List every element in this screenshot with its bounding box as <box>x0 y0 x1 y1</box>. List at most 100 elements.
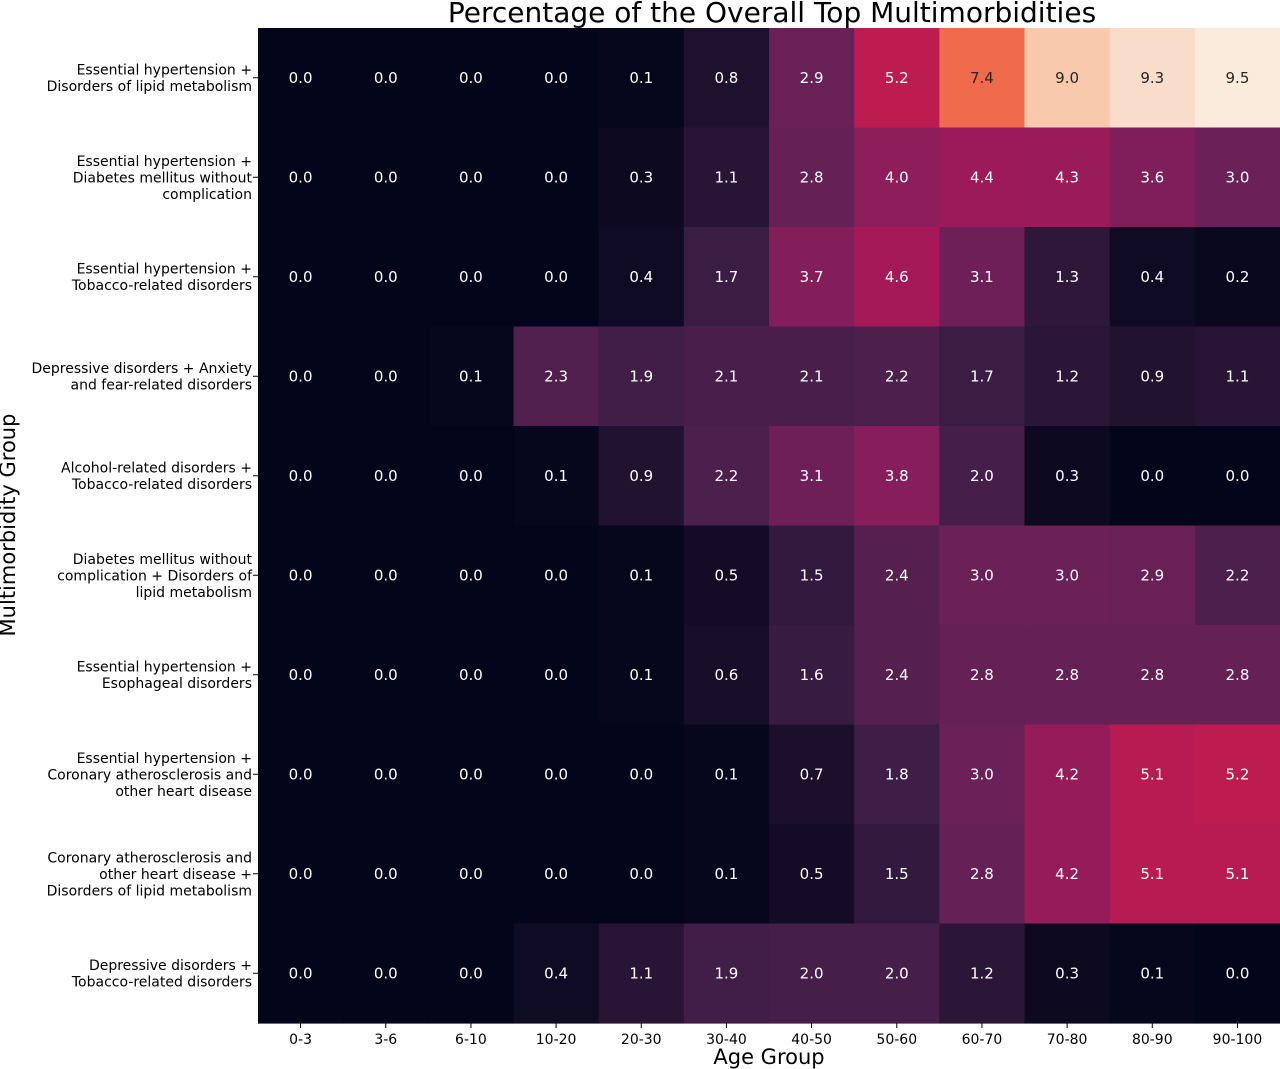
y-tick-label: Essential hypertension + Diabetes mellitu… <box>73 154 253 203</box>
y-tick-label-line: lipid metabolism <box>136 585 252 601</box>
heatmap-cell <box>343 625 429 726</box>
cell-value-label: 0.0 <box>374 765 398 783</box>
heatmap-cell <box>854 625 940 726</box>
cell-value-label: 0.0 <box>629 765 653 783</box>
cell-value-label: 1.8 <box>885 765 909 783</box>
heatmap-cell <box>854 28 940 129</box>
y-tick-label-line: Depressive disorders + Anxiety <box>31 361 252 377</box>
cell-value-label: 5.2 <box>1226 765 1250 783</box>
cell-value-label: 0.1 <box>715 765 739 783</box>
heatmap-cell <box>1024 28 1111 129</box>
heatmap-cell <box>428 824 515 925</box>
y-tick-label: Diabetes mellitus without complication + … <box>57 552 253 601</box>
cell-value-label: 0.0 <box>1226 467 1250 485</box>
cell-value-label: 3.0 <box>970 765 994 783</box>
heatmap-cell <box>258 724 344 825</box>
cell-value-label: 0.0 <box>459 467 483 485</box>
cell-value-label: 0.1 <box>459 367 483 385</box>
x-axis-ticks: 0-3 3-6 6-10 10-20 20-30 30-40 40-50 50-60 60-70… <box>289 1023 1262 1048</box>
cell-value-label: 0.0 <box>459 566 483 584</box>
y-tick-label-line: complication + Disorders of <box>57 568 253 584</box>
heatmap-cell <box>683 525 770 626</box>
heatmap-cells: 0.0 0.0 0.0 0.0 0.1 0.8 2.9 5.2 7.4 9.0 9.3 9.5 0.0 0… <box>258 28 1280 1024</box>
cell-value-label: 0.9 <box>1140 367 1164 385</box>
heatmap-cell <box>343 525 429 626</box>
cell-value-label: 0.0 <box>289 168 313 186</box>
cell-value-label: 0.1 <box>629 69 653 87</box>
cell-value-label: 0.6 <box>715 666 739 684</box>
heatmap-cell <box>683 28 770 129</box>
heatmap-cell <box>769 824 855 925</box>
heatmap-cell <box>513 923 600 1024</box>
heatmap-cell <box>513 824 600 925</box>
heatmap-cell <box>343 28 429 129</box>
cell-value-label: 0.0 <box>1140 467 1164 485</box>
cell-value-label: 0.0 <box>459 765 483 783</box>
heatmap-cell <box>683 923 770 1024</box>
heatmap-cell <box>939 923 1026 1024</box>
heatmap-cell <box>1194 28 1280 129</box>
heatmap-cell <box>769 326 855 427</box>
heatmap-cell <box>513 625 600 726</box>
heatmap-cell <box>1194 824 1280 925</box>
heatmap-cell <box>1194 426 1280 527</box>
heatmap-cell <box>343 923 429 1024</box>
y-tick-label-line: Coronary atherosclerosis and <box>47 767 252 783</box>
heatmap-cell <box>1109 625 1196 726</box>
cell-value-label: 0.5 <box>715 566 739 584</box>
heatmap-cell <box>258 426 344 527</box>
heatmap-cell <box>428 525 515 626</box>
heatmap-cell <box>854 127 940 228</box>
cell-value-label: 0.0 <box>544 168 568 186</box>
cell-value-label: 0.0 <box>374 566 398 584</box>
cell-value-label: 0.0 <box>289 566 313 584</box>
cell-value-label: 1.7 <box>715 268 739 286</box>
heatmap-cell <box>598 625 685 726</box>
cell-value-label: 0.0 <box>544 765 568 783</box>
heatmap-cell <box>1109 923 1196 1024</box>
heatmap-cell <box>1194 326 1280 427</box>
cell-value-label: 2.3 <box>544 367 568 385</box>
heatmap-cell <box>854 525 940 626</box>
heatmap-cell <box>258 227 344 328</box>
cell-value-label: 1.7 <box>970 367 994 385</box>
cell-value-label: 0.0 <box>544 69 568 87</box>
heatmap-cell <box>343 127 429 228</box>
heatmap-cell <box>1109 824 1196 925</box>
y-tick-label-line: Essential hypertension + <box>77 63 252 79</box>
heatmap-cell <box>1024 227 1111 328</box>
heatmap-cell <box>1024 724 1111 825</box>
cell-value-label: 1.5 <box>800 566 824 584</box>
cell-value-label: 1.5 <box>885 865 909 883</box>
heatmap-cell <box>598 923 685 1024</box>
heatmap-cell <box>1024 127 1111 228</box>
cell-value-label: 0.0 <box>374 666 398 684</box>
heatmap-cell <box>598 127 685 228</box>
heatmap-cell <box>683 326 770 427</box>
heatmap-cell <box>598 326 685 427</box>
cell-value-label: 0.4 <box>1140 268 1164 286</box>
y-tick-label-line: Disorders of lipid metabolism <box>47 883 252 899</box>
y-tick-label-line: other heart disease <box>115 784 252 800</box>
heatmap-cell <box>1194 525 1280 626</box>
heatmap-cell <box>428 127 515 228</box>
x-axis-label: Age Group <box>713 1045 824 1069</box>
cell-value-label: 4.6 <box>885 268 909 286</box>
heatmap-cell <box>428 326 515 427</box>
heatmap-cell <box>1024 525 1111 626</box>
cell-value-label: 5.1 <box>1140 865 1164 883</box>
y-tick-label-line: Diabetes mellitus without <box>73 170 253 186</box>
heatmap-cell <box>769 426 855 527</box>
x-tick-label: 60-70 <box>962 1032 1003 1048</box>
heatmap-cell <box>1024 625 1111 726</box>
y-tick-label-line: Essential hypertension + <box>77 751 252 767</box>
cell-value-label: 0.0 <box>544 865 568 883</box>
heatmap-cell <box>939 525 1026 626</box>
y-tick-label-line: and fear-related disorders <box>71 378 253 394</box>
y-axis-label: Multimorbidity Group <box>0 414 20 637</box>
x-tick-label: 6-10 <box>455 1032 487 1048</box>
x-tick-label: 50-60 <box>876 1032 917 1048</box>
y-tick-label: Essential hypertension + Coronary atheros… <box>47 751 252 800</box>
heatmap-cell <box>598 28 685 129</box>
cell-value-label: 5.2 <box>885 69 909 87</box>
